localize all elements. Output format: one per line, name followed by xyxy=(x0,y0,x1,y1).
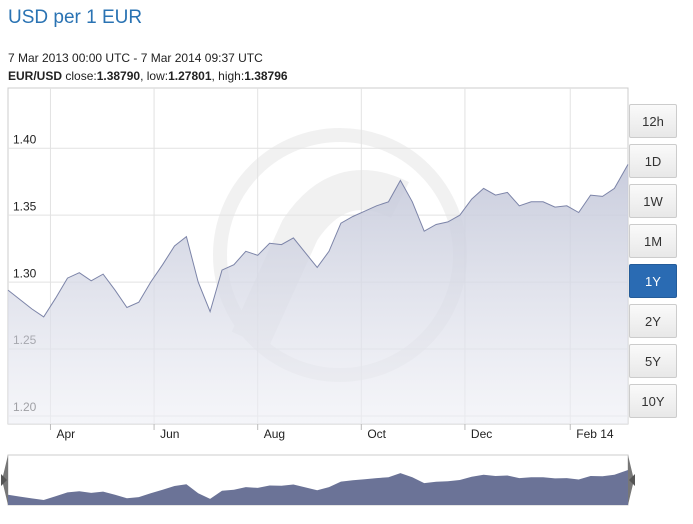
range-button[interactable]: 5Y xyxy=(629,344,677,378)
range-button[interactable]: 10Y xyxy=(629,384,677,418)
summary: EUR/USD close:1.38790, low:1.27801, high… xyxy=(8,69,288,83)
summary-part: 1.38796 xyxy=(244,69,288,83)
range-button[interactable]: 1D xyxy=(629,144,677,178)
y-tick-label: 1.30 xyxy=(13,266,37,280)
x-tick-label: Jun xyxy=(160,427,179,441)
x-tick-label: Apr xyxy=(56,427,75,441)
x-tick-label: Dec xyxy=(471,427,492,441)
x-tick-label: Aug xyxy=(264,427,285,441)
line xyxy=(7,164,629,318)
summary-part: close: xyxy=(62,69,97,83)
range-button[interactable]: 2Y xyxy=(629,304,677,338)
x-tick-label: Feb 14 xyxy=(576,427,614,441)
range-button[interactable]: 1W xyxy=(629,184,677,218)
area xyxy=(8,164,628,424)
navigator-area xyxy=(8,470,628,505)
range-button[interactable]: 1M xyxy=(629,224,677,258)
x-tick-label: Oct xyxy=(367,427,386,441)
y-tick-label: 1.40 xyxy=(13,132,37,146)
summary-part: 1.27801 xyxy=(168,69,212,83)
summary-part: , high: xyxy=(211,69,245,83)
range-button[interactable]: 1Y xyxy=(629,264,677,298)
range-button[interactable]: 12h xyxy=(629,104,677,138)
summary-part: EUR/USD xyxy=(8,69,63,83)
y-tick-label: 1.35 xyxy=(13,199,37,213)
summary-part: 1.38790 xyxy=(96,69,141,83)
subtitle: 7 Mar 2013 00:00 UTC - 7 Mar 2014 09:37 … xyxy=(8,51,263,65)
summary-part: , low: xyxy=(140,69,169,83)
title: USD per 1 EUR xyxy=(8,7,143,28)
